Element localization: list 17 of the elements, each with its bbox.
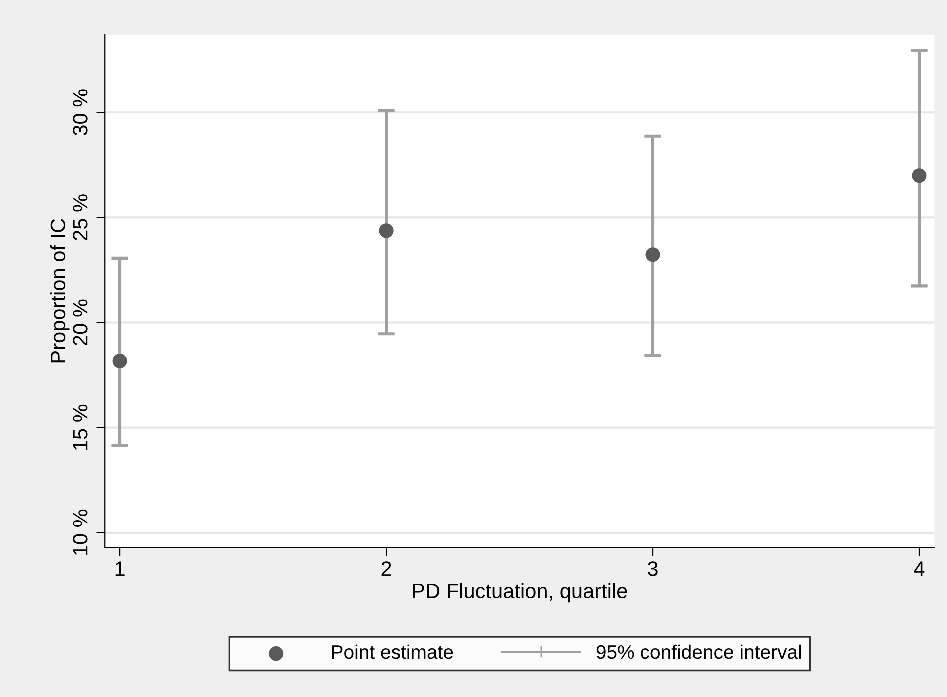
y-tick-label: 15 %: [73, 404, 88, 450]
point: [912, 168, 927, 184]
x-tick-label: 2: [382, 562, 392, 576]
point: [646, 248, 660, 262]
x-axis-title: PD Fluctuation, quartile: [413, 583, 628, 603]
x-tick-label: 4: [914, 562, 925, 576]
point: [112, 354, 128, 369]
point: [379, 224, 394, 238]
y-tick-label: 25 %: [73, 194, 88, 240]
y-tick-label: 20 %: [73, 300, 88, 346]
text: Point estimate: [332, 644, 454, 660]
text: 95% confidence interval: [596, 644, 802, 660]
x-tick-label: 1: [116, 562, 125, 576]
y-tick-label: 10 %: [73, 510, 88, 556]
x-tick-label: 3: [648, 562, 658, 576]
y-tick-label: 30 %: [73, 90, 88, 136]
y-axis-title: Proportion of IC: [50, 219, 70, 363]
